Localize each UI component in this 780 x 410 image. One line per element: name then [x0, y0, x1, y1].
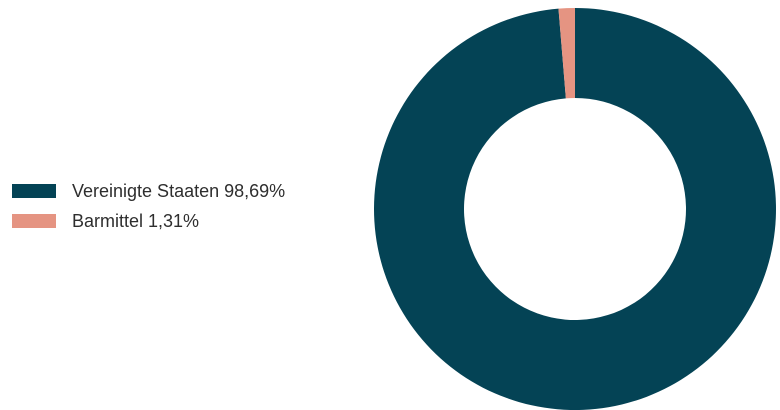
legend-label-vereinigte-staaten: Vereinigte Staaten 98,69% — [72, 180, 286, 201]
donut-slice-vereinigte-staaten — [374, 8, 776, 410]
donut-slices — [374, 8, 776, 410]
legend-item-vereinigte-staaten: Vereinigte Staaten 98,69% — [12, 180, 285, 202]
chart-legend: Vereinigte Staaten 98,69% Barmittel 1,31… — [12, 180, 285, 232]
legend-swatch-vereinigte-staaten — [12, 184, 56, 198]
donut-slice-barmittel — [558, 8, 575, 99]
legend-swatch-barmittel — [12, 214, 56, 228]
legend-label-barmittel: Barmittel 1,31% — [72, 210, 200, 231]
legend-item-barmittel: Barmittel 1,31% — [12, 210, 285, 232]
